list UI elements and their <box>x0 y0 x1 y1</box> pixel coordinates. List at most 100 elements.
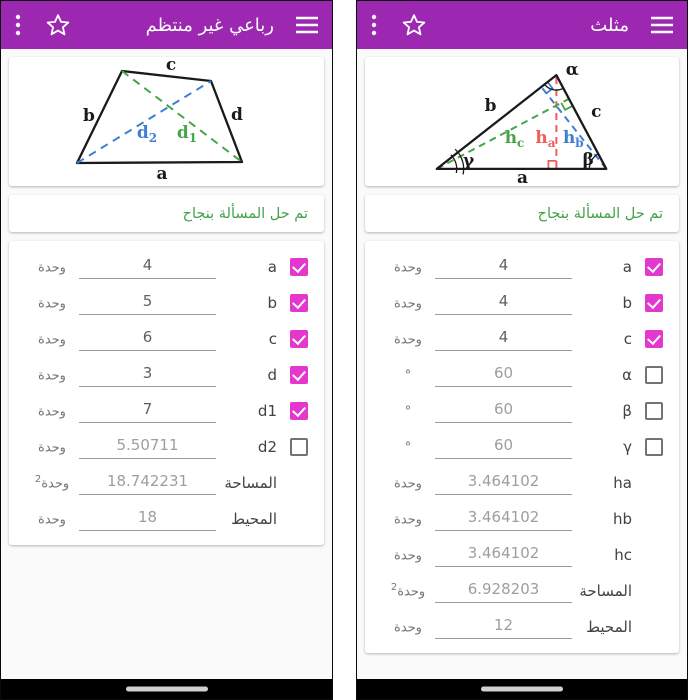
field-row-hb: hb 3.464102 وحدة <box>381 501 663 537</box>
field-label: المساحة <box>224 474 277 492</box>
value-input-d[interactable]: 3 <box>79 363 216 387</box>
diagram-card: b c a α β γ hc ha hb <box>365 57 679 186</box>
status-card: تم حل المسألة بنجاح <box>365 195 679 232</box>
system-navbar <box>357 679 687 699</box>
appbar: مثلث <box>357 1 687 49</box>
value-input-hc[interactable]: 3.464102 <box>435 543 572 567</box>
favorite-star-icon[interactable] <box>45 12 71 38</box>
checkbox-a[interactable] <box>645 258 663 276</box>
field-row-d2: d2 5.50711 وحدة <box>25 429 308 465</box>
value-input-hb[interactable]: 3.464102 <box>435 507 572 531</box>
field-label: a <box>267 258 277 276</box>
form-card: a 4 وحدة b 4 وحدة c 4 وحدة α 60 ° <box>365 241 679 653</box>
unit-label: وحدة2 <box>390 582 426 600</box>
value-input-c[interactable]: 6 <box>79 327 216 351</box>
screen-quadrilateral: رباعي غير منتظم c b d a d2 d1 تم حل المس… <box>0 0 333 700</box>
field-row-b: b 4 وحدة <box>381 285 663 321</box>
checkbox-alpha[interactable] <box>645 366 663 384</box>
field-label: b <box>267 294 277 312</box>
appbar: رباعي غير منتظم <box>1 1 332 49</box>
screen-triangle: مثلث b c <box>356 0 688 700</box>
field-row-b: b 5 وحدة <box>25 285 308 321</box>
value-input-a[interactable]: 4 <box>79 255 216 279</box>
svg-text:c: c <box>591 101 601 121</box>
unit-label: وحدة <box>38 404 66 420</box>
field-label: β <box>622 402 632 420</box>
favorite-star-icon[interactable] <box>401 12 427 38</box>
field-row-gamma: γ 60 ° <box>381 429 663 465</box>
svg-text:a: a <box>517 166 528 184</box>
value-input-area[interactable]: 6.928203 <box>435 579 572 603</box>
unit-label: وحدة <box>394 296 422 312</box>
gesture-pill[interactable] <box>481 686 563 692</box>
value-input-alpha[interactable]: 60 <box>435 363 572 387</box>
unit-label: وحدة <box>394 332 422 348</box>
value-input-beta[interactable]: 60 <box>435 399 572 423</box>
unit-label: وحدة <box>38 332 66 348</box>
svg-text:b: b <box>485 95 497 115</box>
checkbox-b[interactable] <box>290 294 308 312</box>
value-input-d1[interactable]: 7 <box>79 399 216 423</box>
triangle-diagram: b c a α β γ hc ha hb <box>435 59 608 185</box>
overflow-menu-icon[interactable] <box>371 14 377 36</box>
form-card: a 4 وحدة b 5 وحدة c 6 وحدة d 3 وحدة <box>9 241 324 545</box>
field-label: d2 <box>257 438 277 456</box>
value-input-perimeter[interactable]: 12 <box>435 615 572 639</box>
unit-label: وحدة2 <box>34 474 70 492</box>
svg-text:β: β <box>583 148 594 168</box>
value-input-b[interactable]: 4 <box>435 291 572 315</box>
quadrilateral-diagram: c b d a d2 d1 <box>75 59 244 184</box>
checkbox-gamma[interactable] <box>645 438 663 456</box>
checkbox-c[interactable] <box>290 330 308 348</box>
svg-text:d2: d2 <box>137 123 157 145</box>
field-row-alpha: α 60 ° <box>381 357 663 393</box>
unit-label: ° <box>404 440 412 456</box>
value-input-d2[interactable]: 5.50711 <box>79 435 216 459</box>
svg-text:d1: d1 <box>177 123 197 145</box>
unit-label: ° <box>404 368 412 384</box>
status-message: تم حل المسألة بنجاح <box>182 205 308 222</box>
value-input-area[interactable]: 18.742231 <box>79 471 216 495</box>
checkbox-d1[interactable] <box>290 402 308 420</box>
value-input-gamma[interactable]: 60 <box>435 435 572 459</box>
unit-label: وحدة <box>38 296 66 312</box>
svg-text:hb: hb <box>563 126 584 149</box>
overflow-menu-icon[interactable] <box>15 14 21 36</box>
field-row-perimeter: المحيط 12 وحدة <box>381 609 663 645</box>
field-label: hb <box>612 510 632 528</box>
diagram-card: c b d a d2 d1 <box>9 57 324 186</box>
unit-label: وحدة <box>38 368 66 384</box>
system-navbar <box>1 679 332 699</box>
field-label: المحيط <box>231 510 277 528</box>
gesture-pill[interactable] <box>125 686 208 692</box>
checkbox-a[interactable] <box>290 258 308 276</box>
field-label: ha <box>613 474 632 492</box>
page-title: رباعي غير منتظم <box>145 14 274 36</box>
value-input-c[interactable]: 4 <box>435 327 572 351</box>
svg-text:α: α <box>566 59 579 79</box>
checkbox-b[interactable] <box>645 294 663 312</box>
menu-icon[interactable] <box>651 16 673 34</box>
field-row-area: المساحة 18.742231 وحدة2 <box>25 465 308 501</box>
field-row-d1: d1 7 وحدة <box>25 393 308 429</box>
value-input-a[interactable]: 4 <box>435 255 572 279</box>
field-label: α <box>622 366 632 384</box>
checkbox-c[interactable] <box>645 330 663 348</box>
field-label: γ <box>623 438 632 456</box>
status-card: تم حل المسألة بنجاح <box>9 195 324 232</box>
field-row-area: المساحة 6.928203 وحدة2 <box>381 573 663 609</box>
checkbox-beta[interactable] <box>645 402 663 420</box>
menu-icon[interactable] <box>296 16 318 34</box>
value-input-b[interactable]: 5 <box>79 291 216 315</box>
value-input-ha[interactable]: 3.464102 <box>435 471 572 495</box>
field-label: d1 <box>257 402 277 420</box>
checkbox-d[interactable] <box>290 366 308 384</box>
svg-text:d: d <box>231 105 243 125</box>
svg-text:c: c <box>166 59 176 75</box>
value-input-perimeter[interactable]: 18 <box>79 507 216 531</box>
field-label: hc <box>614 546 632 564</box>
field-row-c: c 4 وحدة <box>381 321 663 357</box>
checkbox-d2[interactable] <box>290 438 308 456</box>
field-row-a: a 4 وحدة <box>381 249 663 285</box>
